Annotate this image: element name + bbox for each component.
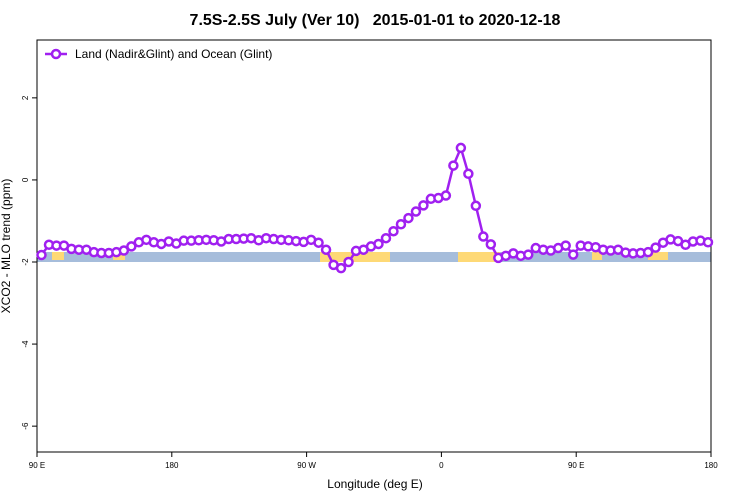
x-tick-label: 180 — [165, 461, 179, 470]
y-tick-label: -2 — [21, 258, 30, 266]
series-point — [448, 160, 459, 171]
series-point — [343, 256, 354, 268]
legend-label: Land (Nadir&Glint) and Ocean (Glint) — [75, 47, 272, 61]
series-point — [418, 200, 429, 211]
series-point — [702, 237, 714, 248]
series-point — [455, 142, 467, 154]
series-point — [395, 219, 407, 230]
series-point — [567, 249, 579, 260]
series-point — [463, 168, 474, 180]
y-tick-label: 0 — [21, 177, 30, 182]
series-point — [485, 239, 497, 250]
x-axis-label: Longitude (deg E) — [327, 477, 422, 491]
y-axis-label: XCO2 - MLO trend (ppm) — [0, 179, 13, 314]
x-tick-label: 90 E — [29, 461, 45, 470]
series-point — [403, 212, 414, 224]
y-tick-label: -4 — [21, 340, 30, 348]
y-tick-label: 2 — [21, 95, 30, 100]
series-point — [650, 242, 661, 253]
series-point — [36, 249, 47, 261]
land-strip — [592, 252, 602, 260]
land-strip — [52, 252, 64, 260]
series-point — [335, 262, 347, 274]
series-point — [126, 241, 137, 252]
plot: 90 E 180 90 W 0 90 E 180 2 0 -2 -4 -6 Land (Nadir&G… — [21, 47, 718, 470]
land-strip — [648, 252, 668, 260]
series-point — [642, 246, 654, 258]
land-strip — [458, 252, 500, 262]
x-tick-label: 90 W — [297, 461, 316, 470]
chart-title: 7.5S-2.5S July (Ver 10) 2015-01-01 to 20… — [190, 12, 561, 29]
series-point — [478, 231, 489, 242]
series-point — [320, 244, 332, 255]
series-point — [313, 237, 324, 248]
series-point — [440, 190, 452, 201]
series-point — [523, 249, 534, 260]
y-tick-label: -6 — [21, 422, 30, 430]
series-point — [380, 232, 392, 244]
series-point — [373, 238, 384, 250]
legend-marker — [50, 48, 62, 60]
series-point — [388, 225, 399, 237]
x-tick-label: 180 — [704, 461, 718, 470]
land-strip — [320, 252, 390, 262]
series-point — [470, 200, 482, 212]
series-point — [118, 245, 130, 256]
x-tick-label: 0 — [439, 461, 444, 470]
x-tick-label: 90 E — [568, 461, 584, 470]
series-point — [560, 240, 571, 251]
series-point — [410, 206, 422, 217]
